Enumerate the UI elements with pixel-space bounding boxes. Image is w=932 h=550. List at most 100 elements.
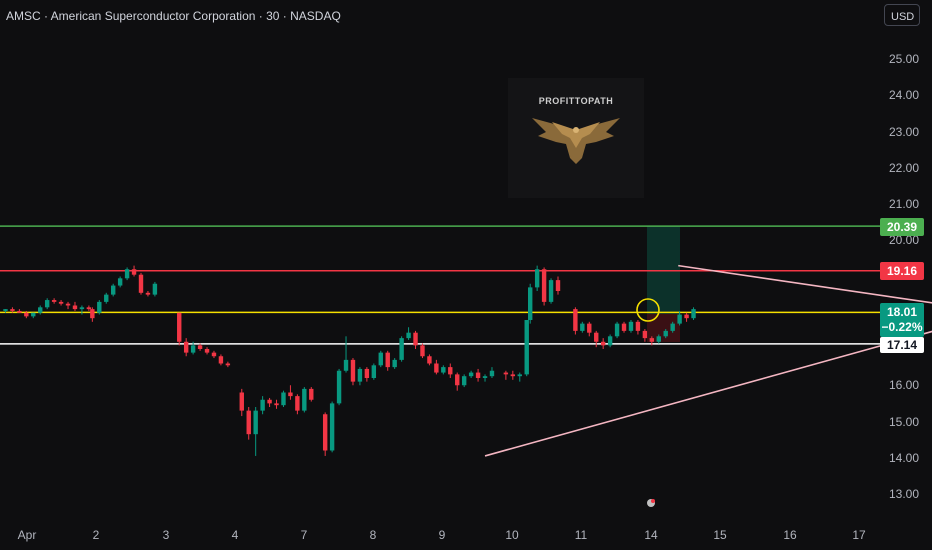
candle[interactable] bbox=[24, 310, 29, 319]
candle[interactable] bbox=[503, 370, 509, 380]
candle[interactable] bbox=[218, 354, 224, 366]
price-tick-label: 20.00 bbox=[889, 233, 920, 248]
candle[interactable] bbox=[510, 370, 516, 380]
candle[interactable] bbox=[364, 367, 370, 382]
candle[interactable] bbox=[3, 309, 8, 313]
candle[interactable] bbox=[65, 301, 71, 310]
candle[interactable] bbox=[10, 307, 15, 313]
candle[interactable] bbox=[371, 363, 377, 380]
candle[interactable] bbox=[573, 307, 578, 335]
candle[interactable] bbox=[392, 358, 397, 369]
candle[interactable] bbox=[322, 412, 328, 456]
candle[interactable] bbox=[378, 350, 383, 368]
candle[interactable] bbox=[288, 385, 293, 400]
candle[interactable] bbox=[211, 350, 217, 359]
candle[interactable] bbox=[124, 267, 130, 281]
candle[interactable] bbox=[246, 407, 251, 440]
candle[interactable] bbox=[427, 354, 432, 366]
candle[interactable] bbox=[413, 330, 418, 349]
candle[interactable] bbox=[343, 336, 349, 373]
candle[interactable] bbox=[548, 278, 554, 304]
candle[interactable] bbox=[260, 396, 265, 415]
candle[interactable] bbox=[461, 374, 467, 388]
candle[interactable] bbox=[600, 338, 606, 349]
candle[interactable] bbox=[79, 305, 85, 315]
candle[interactable] bbox=[628, 320, 634, 333]
candle[interactable] bbox=[51, 298, 57, 304]
candle[interactable] bbox=[541, 267, 547, 306]
candle[interactable] bbox=[555, 276, 561, 295]
candle[interactable] bbox=[677, 310, 682, 326]
candle[interactable] bbox=[31, 312, 36, 319]
candle[interactable] bbox=[684, 312, 689, 322]
candle[interactable] bbox=[225, 361, 231, 368]
candle[interactable] bbox=[357, 367, 363, 386]
candle[interactable] bbox=[183, 338, 189, 357]
candle[interactable] bbox=[587, 321, 592, 337]
candle[interactable] bbox=[663, 329, 668, 339]
candle[interactable] bbox=[455, 372, 460, 391]
candle[interactable] bbox=[528, 283, 533, 324]
candle[interactable] bbox=[406, 327, 411, 340]
candle[interactable] bbox=[97, 300, 102, 315]
candle[interactable] bbox=[239, 388, 244, 417]
candle[interactable] bbox=[86, 305, 92, 311]
candle[interactable] bbox=[38, 305, 43, 315]
candle[interactable] bbox=[17, 309, 22, 313]
candle[interactable] bbox=[475, 368, 481, 382]
candle[interactable] bbox=[72, 301, 78, 311]
candle[interactable] bbox=[177, 312, 182, 346]
candle[interactable] bbox=[58, 300, 64, 306]
candle[interactable] bbox=[197, 343, 203, 351]
candle[interactable] bbox=[274, 399, 279, 409]
candle[interactable] bbox=[111, 283, 116, 297]
candle[interactable] bbox=[649, 336, 655, 346]
triangle-upper-trendline[interactable] bbox=[678, 264, 932, 313]
candle[interactable] bbox=[190, 341, 196, 355]
candle[interactable] bbox=[670, 321, 675, 333]
candle[interactable] bbox=[607, 334, 613, 348]
candle[interactable] bbox=[489, 367, 495, 378]
candle[interactable] bbox=[621, 321, 627, 333]
candle[interactable] bbox=[441, 365, 446, 375]
candle[interactable] bbox=[691, 307, 696, 320]
candle[interactable] bbox=[253, 407, 258, 456]
candle[interactable] bbox=[482, 374, 488, 382]
candle[interactable] bbox=[385, 350, 390, 371]
candle[interactable] bbox=[517, 372, 522, 382]
candle[interactable] bbox=[656, 334, 661, 344]
candle[interactable] bbox=[642, 329, 648, 342]
candle[interactable] bbox=[468, 370, 474, 378]
candle[interactable] bbox=[131, 265, 137, 277]
candle[interactable] bbox=[309, 387, 314, 402]
candle[interactable] bbox=[580, 321, 585, 333]
candle[interactable] bbox=[329, 401, 335, 453]
candle[interactable] bbox=[448, 363, 453, 379]
candle[interactable] bbox=[420, 343, 425, 359]
candle[interactable] bbox=[117, 276, 123, 288]
candle[interactable] bbox=[104, 292, 109, 304]
candle[interactable] bbox=[90, 307, 95, 322]
currency-button[interactable]: USD bbox=[884, 4, 920, 26]
candle[interactable] bbox=[204, 347, 210, 355]
candle[interactable] bbox=[434, 359, 439, 375]
date-tick-label: 2 bbox=[92, 528, 100, 542]
candle[interactable] bbox=[145, 291, 151, 297]
candle[interactable] bbox=[594, 330, 599, 348]
candle[interactable] bbox=[350, 358, 356, 386]
candle[interactable] bbox=[614, 321, 620, 339]
candle[interactable] bbox=[44, 298, 50, 310]
candle[interactable] bbox=[295, 394, 300, 415]
candle[interactable] bbox=[336, 368, 342, 406]
candle[interactable] bbox=[635, 320, 641, 335]
candle[interactable] bbox=[152, 281, 158, 297]
candle[interactable] bbox=[281, 390, 286, 407]
candle[interactable] bbox=[302, 387, 307, 413]
candle[interactable] bbox=[534, 265, 540, 291]
candle[interactable] bbox=[267, 397, 272, 407]
candle[interactable] bbox=[138, 272, 144, 295]
candle[interactable] bbox=[524, 320, 529, 377]
candle[interactable] bbox=[399, 336, 404, 362]
